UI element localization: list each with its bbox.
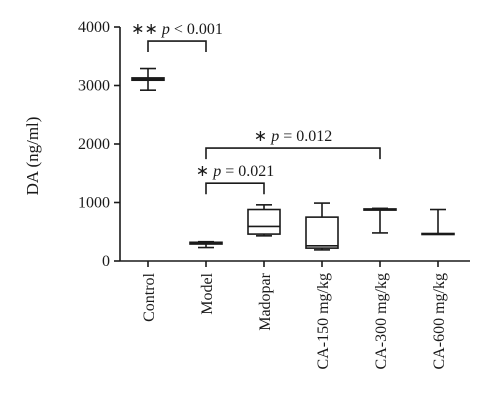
y-tick-label: 4000 bbox=[78, 19, 110, 36]
significance-label: ∗ p = 0.012 bbox=[254, 128, 332, 145]
significance-bracket-1: ∗∗ p < 0.001 bbox=[131, 21, 223, 53]
iqr-box bbox=[247, 208, 281, 235]
p-symbol: p bbox=[270, 128, 279, 145]
x-tick-label: Model bbox=[199, 272, 216, 314]
x-tick-label: CA-300 mg/kg bbox=[373, 273, 390, 369]
y-tick-label: 2000 bbox=[78, 136, 110, 153]
bracket-line bbox=[205, 147, 381, 160]
y-axis-title: DA (ng/ml) bbox=[23, 117, 42, 196]
p-symbol: p bbox=[212, 163, 221, 180]
significance-bracket-3: ∗ p = 0.021 bbox=[196, 163, 274, 195]
significance-stars: ∗ bbox=[254, 128, 271, 145]
significance-label: ∗∗ p < 0.001 bbox=[131, 21, 223, 38]
x-tick-label: CA-150 mg/kg bbox=[315, 273, 332, 369]
x-tick-label: Control bbox=[141, 272, 158, 321]
y-tick-label: 0 bbox=[102, 253, 110, 270]
significance-stars: ∗ bbox=[196, 163, 213, 180]
box-4 bbox=[305, 202, 339, 251]
x-tick-label: CA-600 mg/kg bbox=[431, 273, 448, 369]
axes: 0 1000 2000 3000 4000 DA (ng/ml) Control Model M… bbox=[23, 19, 470, 369]
y-tick-label: 1000 bbox=[78, 195, 110, 212]
p-value: < 0.001 bbox=[170, 21, 223, 38]
box-6 bbox=[421, 208, 455, 236]
significance-label: ∗ p = 0.021 bbox=[196, 163, 274, 180]
box-3 bbox=[247, 204, 281, 237]
bracket-line bbox=[205, 182, 265, 195]
p-value: = 0.012 bbox=[279, 128, 332, 145]
y-tick-label: 3000 bbox=[78, 78, 110, 95]
iqr-box bbox=[305, 216, 339, 249]
boxes bbox=[131, 67, 455, 251]
box-1 bbox=[131, 67, 165, 91]
significance-stars: ∗∗ bbox=[131, 21, 162, 38]
bracket-line bbox=[147, 40, 207, 53]
box-2 bbox=[189, 240, 223, 249]
significance-bracket-2: ∗ p = 0.012 bbox=[205, 128, 381, 160]
x-tick-label: Madopar bbox=[257, 272, 274, 330]
box-5 bbox=[363, 207, 397, 234]
p-symbol: p bbox=[161, 21, 170, 38]
p-value: = 0.021 bbox=[221, 163, 274, 180]
significance-brackets: ∗∗ p < 0.001∗ p = 0.012∗ p = 0.021 bbox=[131, 21, 381, 195]
